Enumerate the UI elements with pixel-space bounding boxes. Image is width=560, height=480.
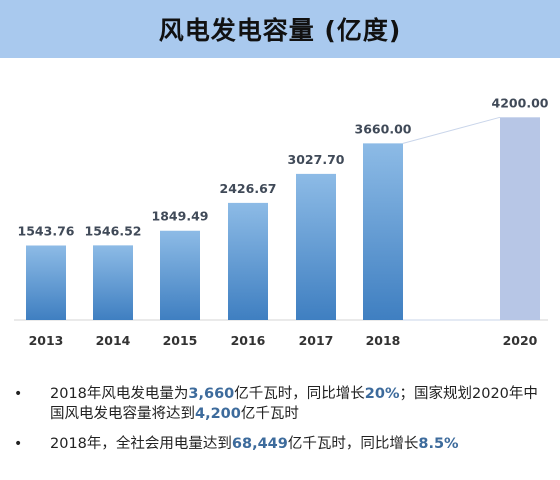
x-tick-2016: 2016 [231,333,266,348]
x-tick-2017: 2017 [299,333,334,348]
chart-area: 1543.76 2013 1546.52 2014 1849.49 2015 2426.67… [0,78,560,368]
bar-2017 [296,173,336,320]
x-tick-2020: 2020 [503,333,538,348]
note-item-2: • 2018年，全社会用电量达到68,449亿千瓦时，同比增长8.5% [0,434,560,454]
note-segment: 2018年，全社会用电量达到 [50,436,232,452]
x-tick-2018: 2018 [366,333,401,348]
note-item-1: • 2018年风电发电量为3,660亿千瓦时，同比增长20%；国家规划2020年… [0,384,560,424]
notes-list: • 2018年风电发电量为3,660亿千瓦时，同比增长20%；国家规划2020年… [0,384,560,464]
x-tick-2013: 2013 [29,333,64,348]
note-segment: 2018年风电发电量为 [50,386,189,402]
value-label-2016: 2426.67 [220,181,277,196]
note-segment: 亿千瓦时，同比增长 [234,386,365,402]
note-highlight: 20% [364,386,400,402]
value-label-2020: 4200.00 [492,95,549,110]
x-tick-2015: 2015 [163,333,198,348]
x-tick-2014: 2014 [96,333,131,348]
value-label-2015: 1849.49 [152,209,209,224]
bar-2018 [363,143,403,320]
value-label-2018: 3660.00 [355,121,412,136]
note-segment: 亿千瓦时，同比增长 [287,436,419,452]
bar-2016 [228,202,268,320]
bar-2013 [26,245,66,320]
bar-2014 [93,245,133,320]
bar-chart: 1543.76 2013 1546.52 2014 1849.49 2015 2426.67… [14,95,549,348]
note-highlight: 4,200 [195,406,241,422]
title-band: 风电发电容量 (亿度) [0,0,560,58]
value-label-2013: 1543.76 [18,223,75,238]
note-text-1: 2018年风电发电量为3,660亿千瓦时，同比增长20%；国家规划2020年中国… [50,386,538,422]
bar-2020 [500,117,540,320]
note-highlight: 3,660 [188,386,235,402]
note-segment: 亿千瓦时 [240,406,299,422]
connector-line-top [402,116,501,144]
value-label-2014: 1546.52 [85,223,142,238]
bullet-icon: • [14,436,23,452]
chart-title: 风电发电容量 (亿度) [158,16,402,45]
note-text-2: 2018年，全社会用电量达到68,449亿千瓦时，同比增长8.5% [50,436,459,452]
bar-2015 [160,230,200,320]
bullet-icon: • [14,386,23,402]
note-segment: ；国家规划2020年中国风电发电容量将达到 [50,386,538,422]
note-highlight: 68,449 [231,436,288,452]
value-label-2017: 3027.70 [288,152,345,167]
note-highlight: 8.5% [418,436,459,452]
